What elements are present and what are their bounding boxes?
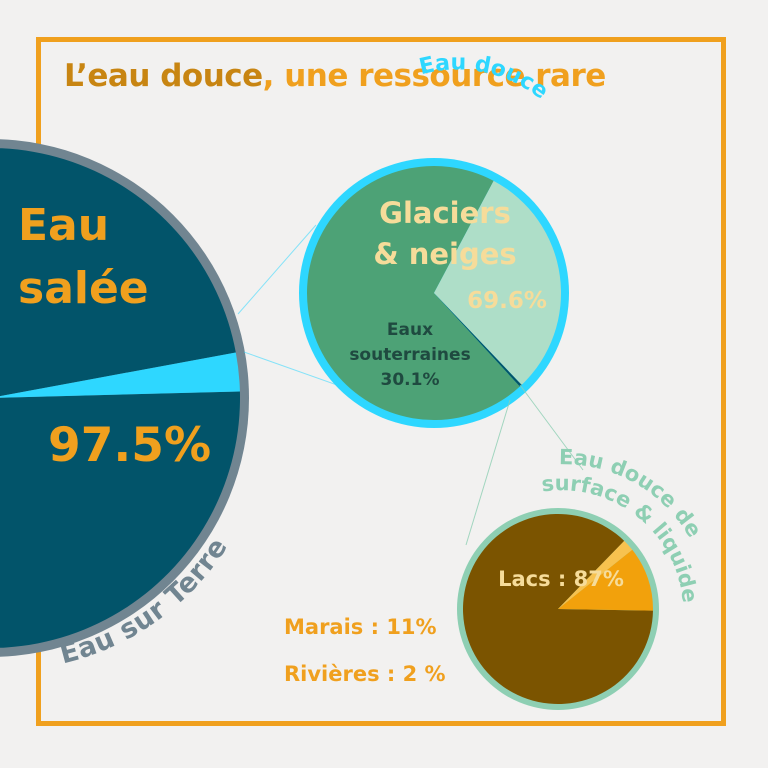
- glaciers-label-line1: Glaciers: [379, 196, 511, 230]
- glaciers-label-line2: & neiges: [373, 237, 516, 271]
- salt-label-line2: salée: [18, 263, 149, 314]
- marshes-label: Marais : 11%: [284, 615, 437, 639]
- fresh-water-pie: Eau douce Glaciers & neiges 69.6% Eaux s…: [299, 50, 569, 428]
- slice-surface-water: [434, 293, 522, 387]
- salt-value-label: 97.5%: [48, 418, 211, 473]
- connector-right: [519, 384, 584, 471]
- connectors-surface: [465, 384, 584, 546]
- page-title: L’eau douce, une ressource rare: [64, 58, 606, 94]
- slice-groundwater: [434, 180, 561, 385]
- slice-rivers: [558, 540, 633, 609]
- earth-water-pie: Eau sur Terre Eau salée 97.5%: [0, 139, 249, 670]
- lakes-label: Lacs : 87%: [498, 567, 624, 591]
- connector-top: [237, 224, 317, 315]
- fresh-ring-label: Eau douce: [417, 50, 553, 104]
- slice-fresh-water: [0, 352, 240, 398]
- slice-glaciers: [307, 165, 520, 420]
- surface-water-pie: Eau douce de surface & liquide Lacs : 87…: [284, 445, 706, 710]
- fresh-ring-label-path: Eau douce: [417, 50, 553, 104]
- slice-lakes: [462, 514, 653, 705]
- glaciers-value-label: 69.6%: [467, 288, 547, 314]
- ground-label-line1: Eaux: [387, 320, 433, 340]
- title-highlight: L’eau douce: [64, 58, 263, 94]
- slice-salt-water: [0, 148, 240, 648]
- ground-value-label: 30.1%: [381, 370, 440, 390]
- title-rest: , une ressource rare: [262, 58, 607, 94]
- ground-label-line2: souterraines: [349, 345, 470, 365]
- salt-label-line1: Eau: [18, 200, 109, 251]
- slice-marshes: [558, 549, 653, 611]
- rivers-label: Rivières : 2 %: [284, 662, 446, 686]
- connector-left: [465, 399, 511, 546]
